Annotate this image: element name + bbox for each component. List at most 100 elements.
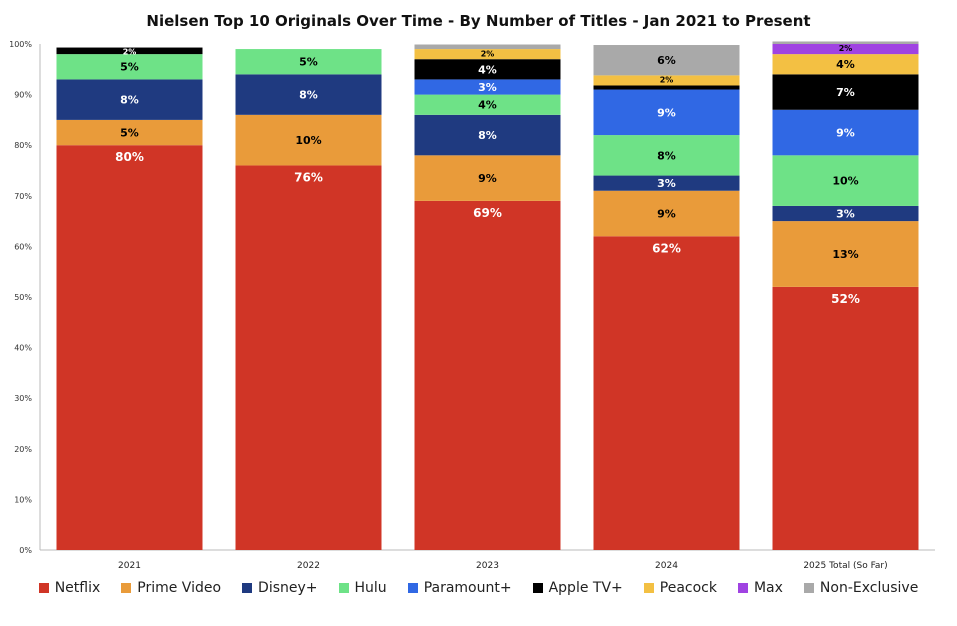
data-label: 10% [295, 134, 321, 147]
bar-segment [56, 145, 203, 550]
data-label: 6% [657, 54, 676, 67]
data-label: 2% [660, 76, 674, 85]
bar-segment [772, 155, 919, 206]
legend-swatch [338, 583, 349, 593]
data-label: 9% [836, 127, 855, 140]
bar-segment [235, 74, 382, 115]
y-tick-label: 30% [14, 394, 32, 403]
bar-segment [414, 49, 561, 60]
bar-segment [235, 114, 382, 166]
data-label: 8% [120, 94, 139, 107]
bar-segment [772, 286, 919, 550]
y-tick-label: 100% [9, 40, 32, 49]
bar-segment [593, 45, 740, 76]
data-label: 62% [652, 241, 681, 255]
bar-segment [772, 44, 919, 55]
legend-item: Apple TV+ [532, 580, 623, 596]
data-label: 4% [478, 99, 497, 112]
legend-item: Prime Video [121, 580, 221, 596]
data-label: 2% [481, 49, 495, 58]
bar-segment [772, 41, 919, 44]
data-label: 4% [836, 58, 855, 71]
bar-segment [414, 200, 561, 551]
x-tick-label: 2024 [655, 561, 678, 571]
legend-label: Max [753, 580, 783, 596]
bar-segment [414, 79, 561, 95]
data-label: 9% [478, 172, 497, 185]
bar-segment [414, 44, 561, 50]
data-label: 13% [832, 248, 858, 261]
data-label: 3% [836, 207, 855, 220]
bar-segment [772, 221, 919, 287]
data-label: 3% [478, 81, 497, 94]
data-label: 2% [123, 48, 137, 57]
legend-item: Paramount+ [407, 580, 512, 596]
legend-swatch [407, 583, 418, 593]
bar-segment [56, 79, 203, 120]
data-label: 2% [839, 44, 853, 53]
bar-segment [235, 49, 382, 75]
legend-label: Netflix [54, 580, 101, 596]
bar-segment [593, 190, 740, 237]
y-tick-label: 0% [19, 546, 32, 555]
legend-label: Hulu [354, 580, 387, 596]
bar-segment [593, 175, 740, 191]
bar-segment [593, 75, 740, 86]
y-tick-label: 60% [14, 242, 32, 251]
legend-label: Paramount+ [423, 580, 512, 596]
y-tick-label: 10% [14, 495, 32, 504]
y-tick-label: 80% [14, 141, 32, 150]
bar-segment [56, 54, 203, 80]
bar-segment [593, 135, 740, 176]
y-tick-label: 40% [14, 344, 32, 353]
legend-item: Max [737, 580, 783, 596]
legend-label: Disney+ [258, 580, 318, 596]
data-label: 8% [657, 149, 676, 162]
data-label: 8% [299, 89, 318, 102]
legend-swatch [532, 583, 543, 593]
data-label: 52% [831, 292, 860, 306]
legend-swatch [737, 583, 748, 593]
x-tick-label: 2021 [118, 561, 141, 571]
data-label: 5% [120, 127, 139, 140]
data-label: 3% [657, 177, 676, 190]
legend-item: Hulu [338, 580, 387, 596]
legend-swatch [121, 583, 132, 593]
bar-segment [772, 74, 919, 110]
legend-swatch [38, 583, 49, 593]
chart-title: Nielsen Top 10 Originals Over Time - By … [146, 12, 811, 30]
bar-segment [414, 114, 561, 156]
legend-item: Non-Exclusive [803, 580, 918, 596]
bar-segment [56, 119, 203, 146]
data-label: 76% [294, 170, 323, 184]
y-tick-label: 70% [14, 192, 32, 201]
bar-segment [593, 85, 740, 90]
legend-swatch [643, 583, 654, 593]
legend-swatch [242, 583, 253, 593]
bar-segment [772, 205, 919, 222]
data-label: 9% [657, 106, 676, 119]
data-label: 5% [120, 61, 139, 74]
bar-segment [235, 165, 382, 550]
legend-swatch [803, 583, 814, 593]
x-tick-label: 2023 [476, 561, 499, 571]
data-label: 69% [473, 206, 502, 220]
y-tick-label: 20% [14, 445, 32, 454]
data-label: 10% [832, 175, 858, 188]
data-label: 5% [299, 56, 318, 69]
x-tick-label: 2025 Total (So Far) [803, 561, 887, 571]
y-tick-label: 90% [14, 91, 32, 100]
bar-segment [414, 155, 561, 201]
legend-label: Peacock [659, 580, 717, 596]
legend-item: Disney+ [242, 580, 318, 596]
bar-segment [593, 89, 740, 136]
x-tick-label: 2022 [297, 561, 320, 571]
legend-item: Peacock [643, 580, 717, 596]
legend-label: Apple TV+ [548, 580, 623, 596]
bar-segment [772, 109, 919, 156]
bar-segment [414, 59, 561, 80]
data-label: 8% [478, 129, 497, 142]
legend-item: Netflix [38, 580, 101, 596]
data-label: 7% [836, 86, 855, 99]
